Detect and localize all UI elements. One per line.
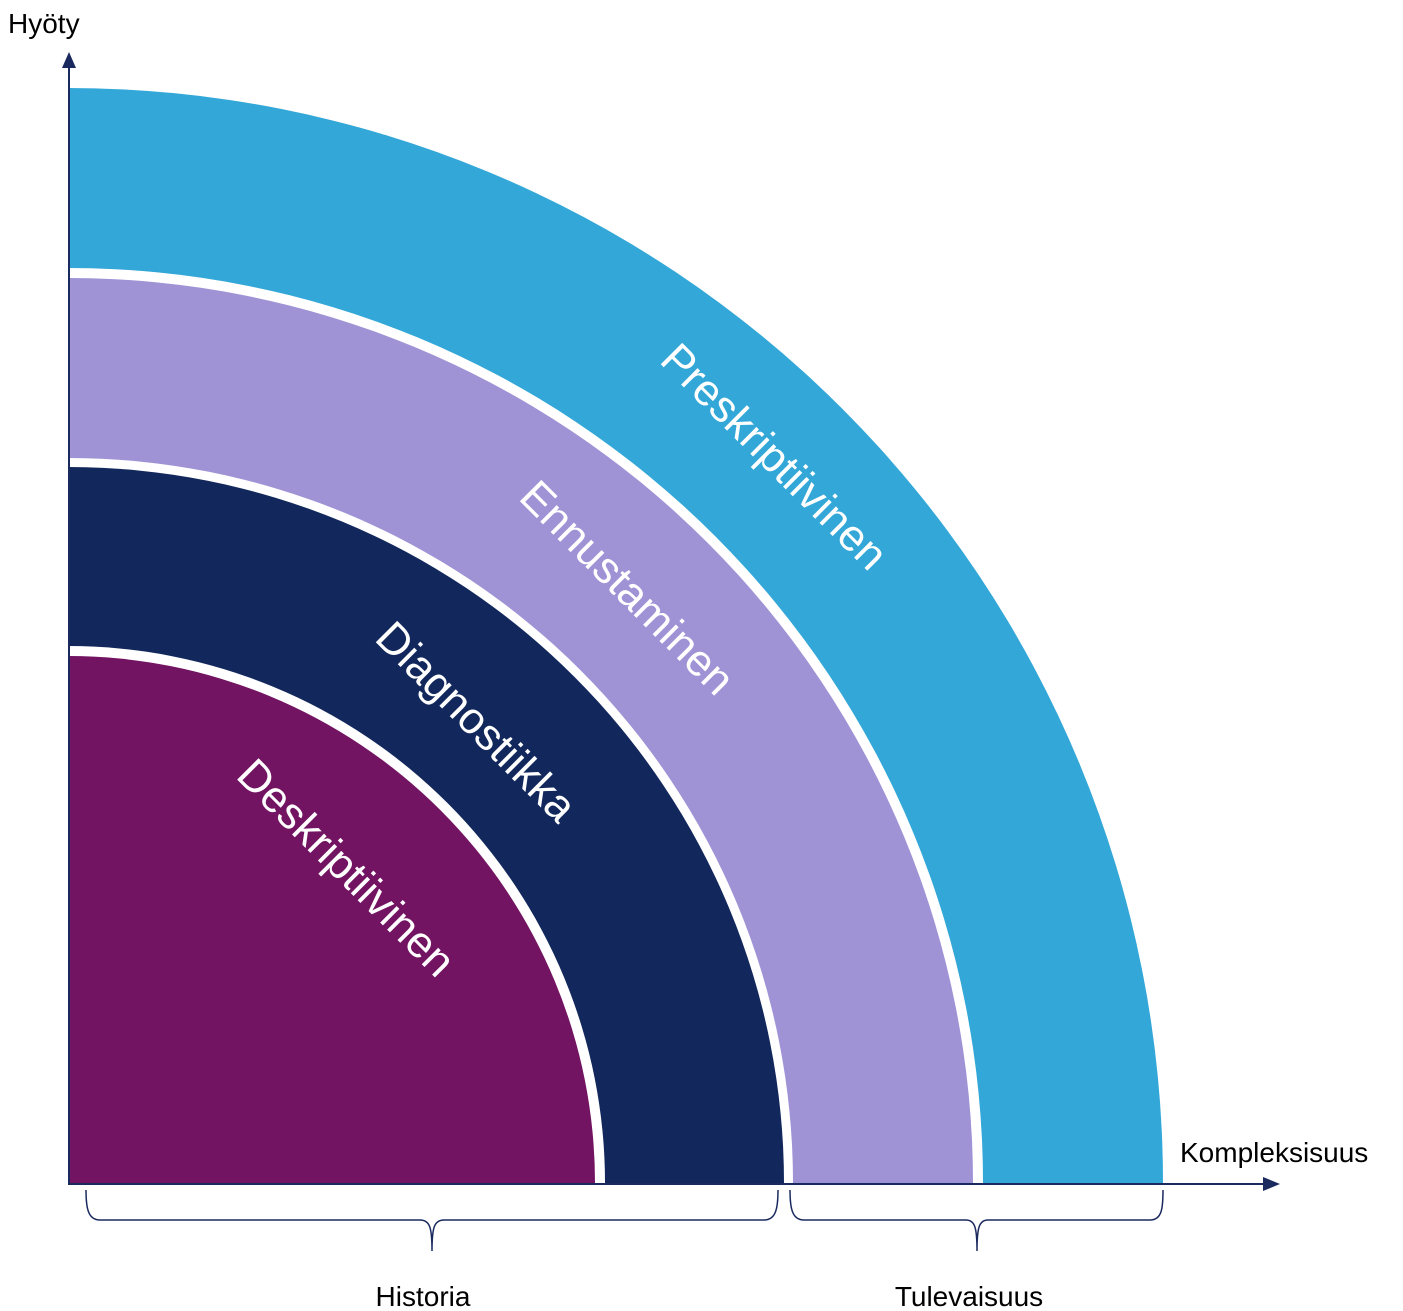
x-axis	[68, 1177, 1280, 1191]
x-axis-arrow-icon	[1263, 1177, 1280, 1191]
bracket-label-tulevaisuus: Tulevaisuus	[895, 1281, 1043, 1311]
band-deskriptiivinen	[68, 656, 595, 1183]
bracket-historia	[85, 1189, 779, 1252]
y-axis	[62, 52, 76, 1184]
y-axis-title: Hyöty	[8, 8, 80, 39]
bracket-tulevaisuus	[789, 1189, 1164, 1252]
bracket-label-historia: Historia	[376, 1281, 471, 1311]
y-axis-arrow-icon	[62, 52, 76, 68]
x-axis-title: Kompleksisuus	[1180, 1137, 1368, 1168]
